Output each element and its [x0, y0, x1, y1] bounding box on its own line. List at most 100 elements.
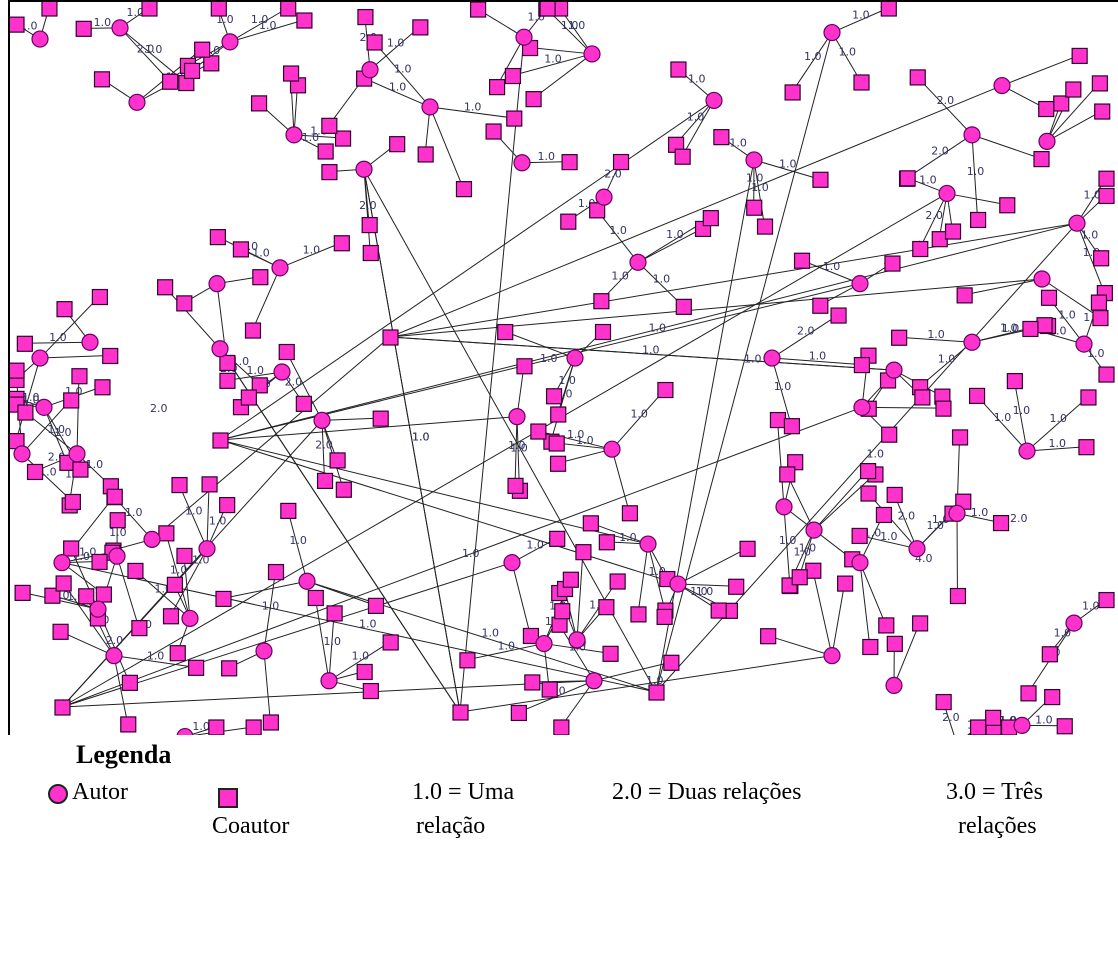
coauthor-node: [455, 181, 473, 198]
coauthor-node: [621, 505, 639, 522]
coauthor-node: [188, 659, 205, 676]
author-node: [361, 61, 379, 79]
coauthor-node: [674, 148, 691, 165]
coauthor-node: [609, 573, 626, 590]
coauthor-node: [935, 400, 952, 417]
edge: [23, 339, 91, 348]
edge: [813, 469, 869, 531]
coauthor-node: [162, 608, 180, 625]
edge-weight-label: 1.0: [387, 36, 405, 49]
edge: [532, 53, 593, 100]
edge: [219, 100, 715, 441]
edge-weight-label: 1.0: [497, 640, 515, 653]
author-node: [13, 445, 31, 463]
edge-weight-label: 1.0: [804, 50, 822, 63]
author-node: [885, 676, 903, 695]
edge: [219, 348, 461, 713]
coauthor-node: [769, 411, 787, 429]
coauthor-node: [1091, 75, 1108, 92]
coauthor-node: [612, 153, 630, 171]
edge: [637, 227, 704, 263]
author-node: [583, 45, 601, 63]
coauthor-node: [307, 589, 324, 607]
coauthor-node: [541, 681, 558, 698]
coauthor-node: [914, 389, 931, 406]
edge-weight-label: 1.0: [94, 16, 112, 29]
edge: [134, 569, 191, 619]
edge: [893, 621, 921, 686]
legend-weight1-line2: relação: [416, 813, 486, 839]
edge-weight-label: 1.0: [967, 165, 985, 178]
edge-weight-label: 1.0: [192, 720, 210, 733]
coauthor-node: [545, 388, 563, 405]
coauthor-node: [158, 525, 175, 542]
coauthor-node: [470, 2, 487, 18]
edge: [596, 209, 639, 263]
coauthor-node: [860, 462, 877, 480]
edge-weight-label: 1.0: [852, 8, 870, 21]
edge: [963, 278, 1043, 298]
coauthor-node: [488, 79, 506, 96]
edge: [831, 7, 890, 34]
author-node: [763, 349, 781, 367]
coauthor-node: [860, 485, 877, 502]
edge: [810, 569, 833, 656]
edge: [528, 44, 593, 55]
coauthor-node: [329, 452, 346, 469]
coauthor-node: [1098, 170, 1115, 187]
edge: [119, 27, 171, 82]
edge-weight-label: 1.0: [54, 426, 72, 439]
coauthor-node: [357, 8, 374, 26]
edge-weight-label: 1.0: [619, 531, 637, 544]
author-node: [35, 398, 53, 416]
edge: [279, 241, 343, 269]
coauthor-node: [899, 170, 916, 187]
coauthor-node: [550, 406, 567, 423]
coauthor-node: [851, 527, 868, 545]
coauthor-node: [459, 652, 476, 669]
author-node: [853, 398, 871, 416]
edge-weight-label: 1.0: [1013, 404, 1031, 417]
author-node: [585, 672, 603, 690]
edge-weight-label: 1.0: [538, 150, 556, 163]
coauthor-node: [1098, 366, 1115, 383]
edge: [24, 411, 78, 455]
edge: [113, 655, 197, 671]
author-node: [1033, 270, 1051, 288]
edge-weight-label: 1.0: [1081, 228, 1099, 241]
edge-weight-label: 1.0: [47, 423, 65, 436]
coauthor-node: [252, 269, 269, 286]
edge-weight-label: 1.0: [394, 62, 412, 75]
coauthor-node: [506, 110, 523, 127]
author-symbol-circle: [48, 784, 68, 804]
edge: [511, 416, 520, 487]
coauthor-node: [1020, 685, 1037, 702]
coauthor-node: [334, 130, 352, 147]
author-node: [535, 634, 553, 653]
coauthor-node: [560, 213, 577, 230]
author-node: [128, 93, 146, 111]
coauthor-node: [862, 638, 879, 656]
edge: [831, 32, 862, 83]
coauthor-node: [909, 69, 926, 86]
edge: [170, 548, 208, 617]
coauthor-node: [14, 584, 31, 601]
author-node: [639, 535, 657, 553]
edge-weight-label: 1.0: [251, 13, 268, 26]
edge-weight-label: 1.0: [540, 352, 558, 365]
edge: [800, 259, 861, 285]
coauthor-node: [1038, 100, 1055, 118]
coauthor-node: [805, 562, 822, 579]
edge-weight-label: 1.0: [185, 505, 203, 518]
coauthor-node: [593, 293, 610, 310]
coauthor-node: [485, 123, 502, 140]
coauthor-node: [317, 143, 334, 160]
coauthor-node: [728, 578, 745, 595]
edge-weight-label: 1.0: [611, 269, 629, 282]
coauthor-node: [372, 410, 389, 427]
coauthor-node: [1078, 439, 1095, 456]
author-node: [851, 554, 869, 572]
edge-weight-label: 1.0: [558, 374, 576, 387]
edge: [681, 100, 715, 158]
coauthor-node: [951, 429, 969, 446]
